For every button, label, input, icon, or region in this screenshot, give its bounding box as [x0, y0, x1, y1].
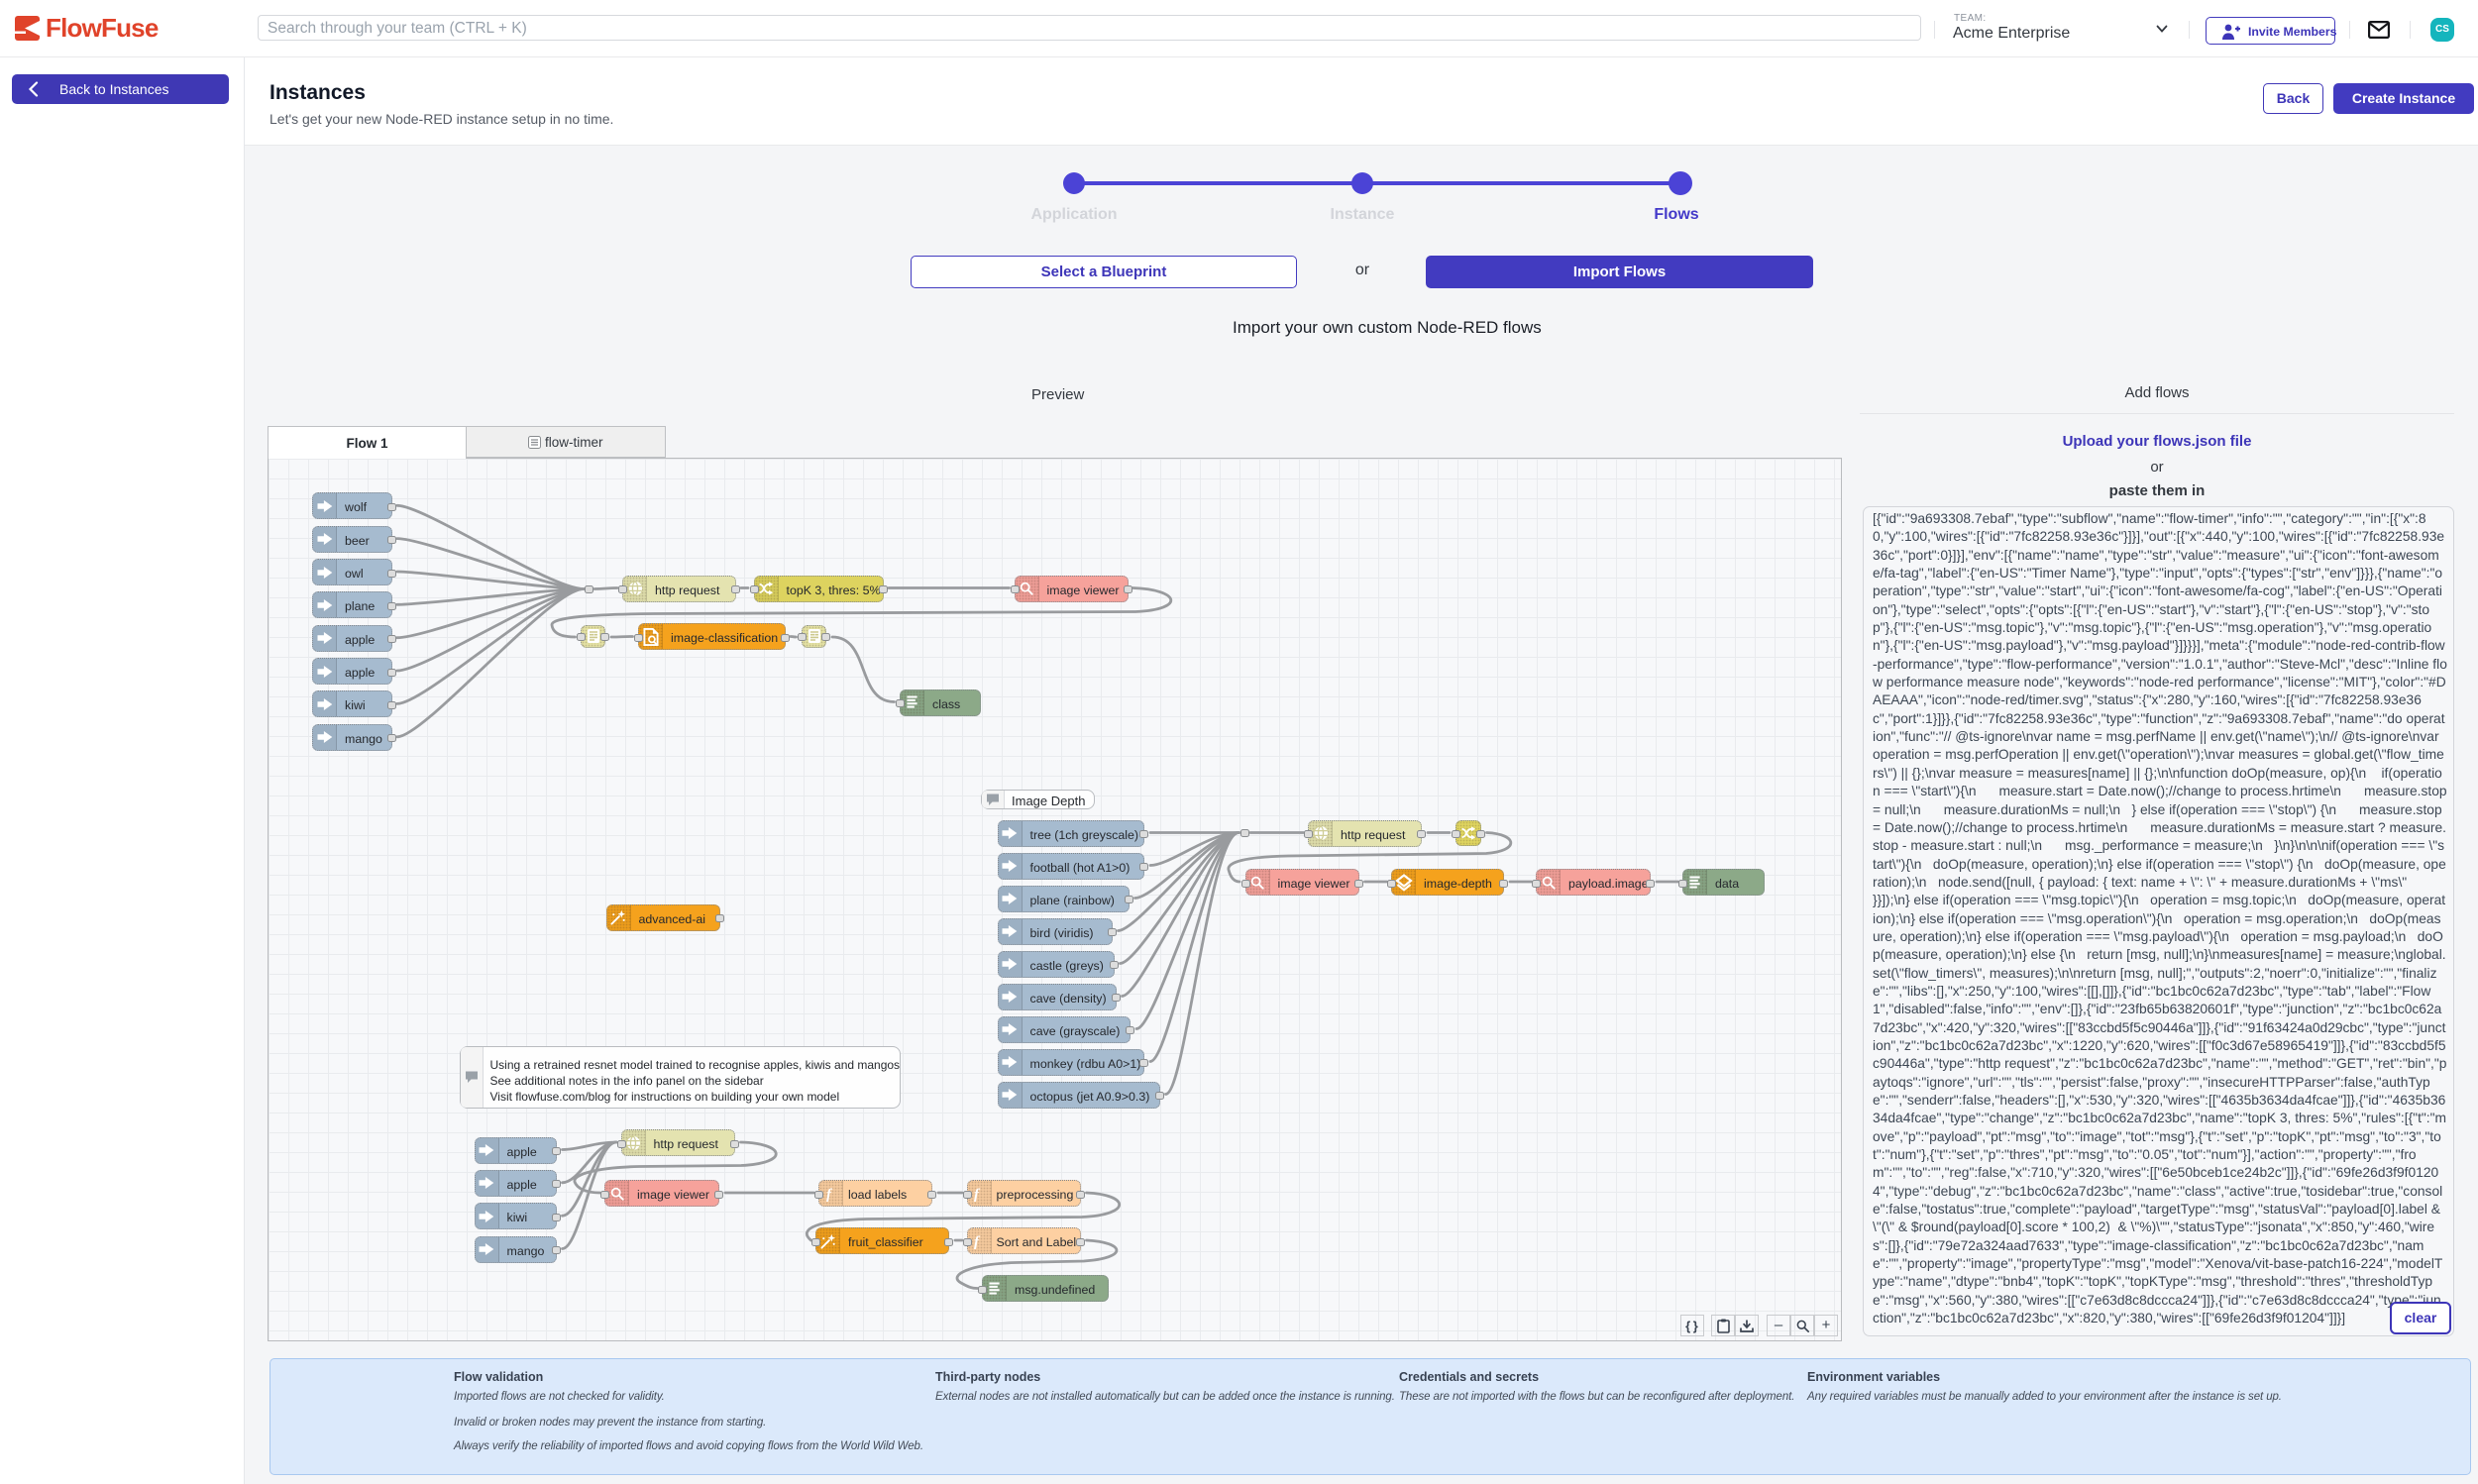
svg-text:f: f	[974, 1234, 981, 1249]
svg-text:f: f	[974, 1187, 981, 1202]
svg-text:f: f	[826, 1187, 833, 1202]
